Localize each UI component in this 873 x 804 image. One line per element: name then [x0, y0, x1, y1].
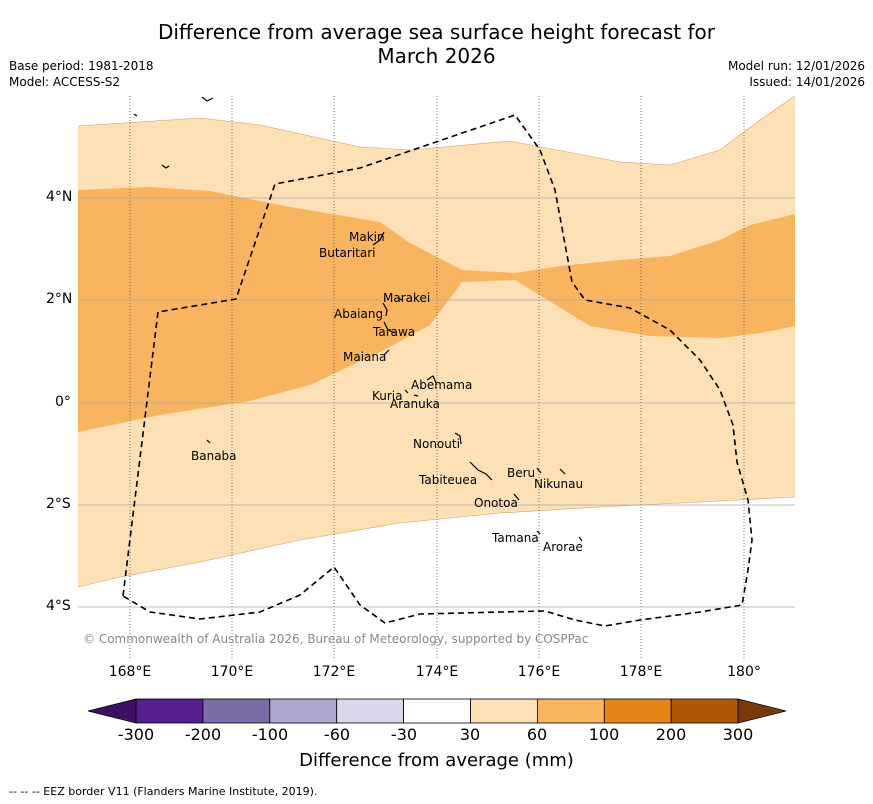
- issued-date: Issued: 14/01/2026: [749, 75, 865, 89]
- place-butaritari: Butaritari: [319, 246, 376, 260]
- lon-label-174e: 174°E: [415, 664, 459, 680]
- base-period: Base period: 1981-2018: [9, 59, 154, 73]
- colorbar-extend-low: [87, 698, 137, 724]
- place-arorae: Arorae: [543, 540, 583, 554]
- meta-left: Base period: 1981-2018 Model: ACCESS-S2: [9, 58, 154, 90]
- place-abaiang: Abaiang: [334, 307, 384, 321]
- model-run: Model run: 12/01/2026: [727, 59, 865, 73]
- eez-footnote: -- -- -- EEZ border V11 (Flanders Marine…: [9, 785, 318, 798]
- lon-label-180: 180°: [727, 664, 761, 680]
- eez-border: [122, 114, 753, 627]
- place-makin: Makin: [349, 230, 385, 244]
- title-line-1: Difference from average sea surface heig…: [157, 20, 716, 44]
- colorbar-tick-200: 200: [655, 725, 687, 744]
- latitude-gridlines: [78, 197, 795, 608]
- island-north-3: [133, 113, 138, 117]
- colorbar-tick-m60: -60: [323, 725, 351, 744]
- lon-label-172e: 172°E: [312, 664, 356, 680]
- island-tabiteuea: [469, 461, 493, 481]
- place-nonouti: Nonouti: [413, 437, 460, 451]
- colorbar-box-1: [135, 698, 204, 724]
- island-arorae: [578, 536, 583, 542]
- lat-label-4n: 4°N: [46, 189, 73, 205]
- island-maiana: [383, 349, 390, 356]
- map-title: Difference from average sea surface heig…: [0, 20, 873, 68]
- lon-label-178e: 178°E: [619, 664, 663, 680]
- island-tarawa: [383, 321, 396, 334]
- island-banaba: [206, 439, 211, 444]
- colorbar-title: Difference from average (mm): [299, 750, 574, 771]
- colorbar-tick-m300: -300: [117, 725, 155, 744]
- island-nonouti: [454, 432, 462, 445]
- colorbar-tick-m100: -100: [251, 725, 289, 744]
- lon-label-176e: 176°E: [517, 664, 561, 680]
- place-onotoa: Onotoa: [474, 496, 518, 510]
- island-marakei: [397, 297, 403, 301]
- island-abaiang: [382, 302, 388, 317]
- island-outlines: [133, 96, 583, 542]
- colorbar-tick-100: 100: [588, 725, 620, 744]
- colorbar-tick-60: 60: [526, 725, 548, 744]
- title-line-2: March 2026: [377, 44, 496, 68]
- colorbar-box-2: [202, 698, 271, 724]
- model-name: Model: ACCESS-S2: [9, 75, 121, 89]
- copyright-notice: © Commonwealth of Australia 2026, Bureau…: [83, 632, 589, 646]
- colorbar-box-9: [670, 698, 739, 724]
- colorbar-tick-m30: -30: [390, 725, 418, 744]
- place-aranuka: Aranuka: [390, 397, 440, 411]
- colorbar-tick-m200: -200: [184, 725, 222, 744]
- island-tamana: [536, 530, 541, 535]
- place-banaba: Banaba: [191, 449, 237, 463]
- colorbar-box-7: [537, 698, 605, 724]
- band-edge-lower: [77, 496, 796, 588]
- longitude-gridlines: [129, 96, 745, 658]
- meta-right: Model run: 12/01/2026 Issued: 14/01/2026: [728, 58, 865, 90]
- island-nikunau: [559, 468, 566, 475]
- colorbar-box-3: [269, 698, 338, 724]
- island-onotoa: [513, 493, 520, 501]
- place-beru: Beru: [507, 466, 536, 480]
- lat-label-2s: 2°S: [46, 496, 71, 512]
- island-aranuka: [413, 394, 419, 397]
- shading-60-100: [78, 187, 795, 432]
- colorbar-extend-high: [737, 698, 787, 724]
- colorbar-tick-300: 300: [722, 725, 754, 744]
- lon-label-168e: 168°E: [108, 664, 152, 680]
- lon-label-170e: 170°E: [210, 664, 254, 680]
- island-abemama: [426, 375, 437, 384]
- colorbar-tick-30: 30: [459, 725, 481, 744]
- place-tabiteuea: Tabiteuea: [419, 473, 478, 487]
- island-north-1: [201, 96, 214, 102]
- colorbar-box-8: [603, 698, 672, 724]
- colorbar-box-6: [470, 698, 538, 724]
- island-beru: [536, 467, 542, 474]
- island-butaritari: [372, 231, 385, 246]
- place-tamana: Tamana: [492, 531, 539, 545]
- island-north-2: [161, 164, 170, 169]
- place-abemama: Abemama: [411, 378, 473, 392]
- lat-label-2n: 2°N: [46, 291, 73, 307]
- colorbar-box-4: [336, 698, 405, 724]
- place-nikunau: Nikunau: [534, 477, 584, 491]
- island-kuria: [404, 389, 409, 394]
- place-kuria: Kuria: [372, 389, 403, 403]
- lat-label-4s: 4°S: [46, 598, 71, 614]
- place-maiana: Maiana: [343, 350, 387, 364]
- place-tarawa: Tarawa: [373, 325, 416, 339]
- lat-label-0: 0°: [55, 394, 71, 410]
- band-edge-upper: [77, 95, 796, 166]
- colorbar-box-5: [403, 698, 471, 724]
- place-marakei: Marakei: [383, 291, 431, 305]
